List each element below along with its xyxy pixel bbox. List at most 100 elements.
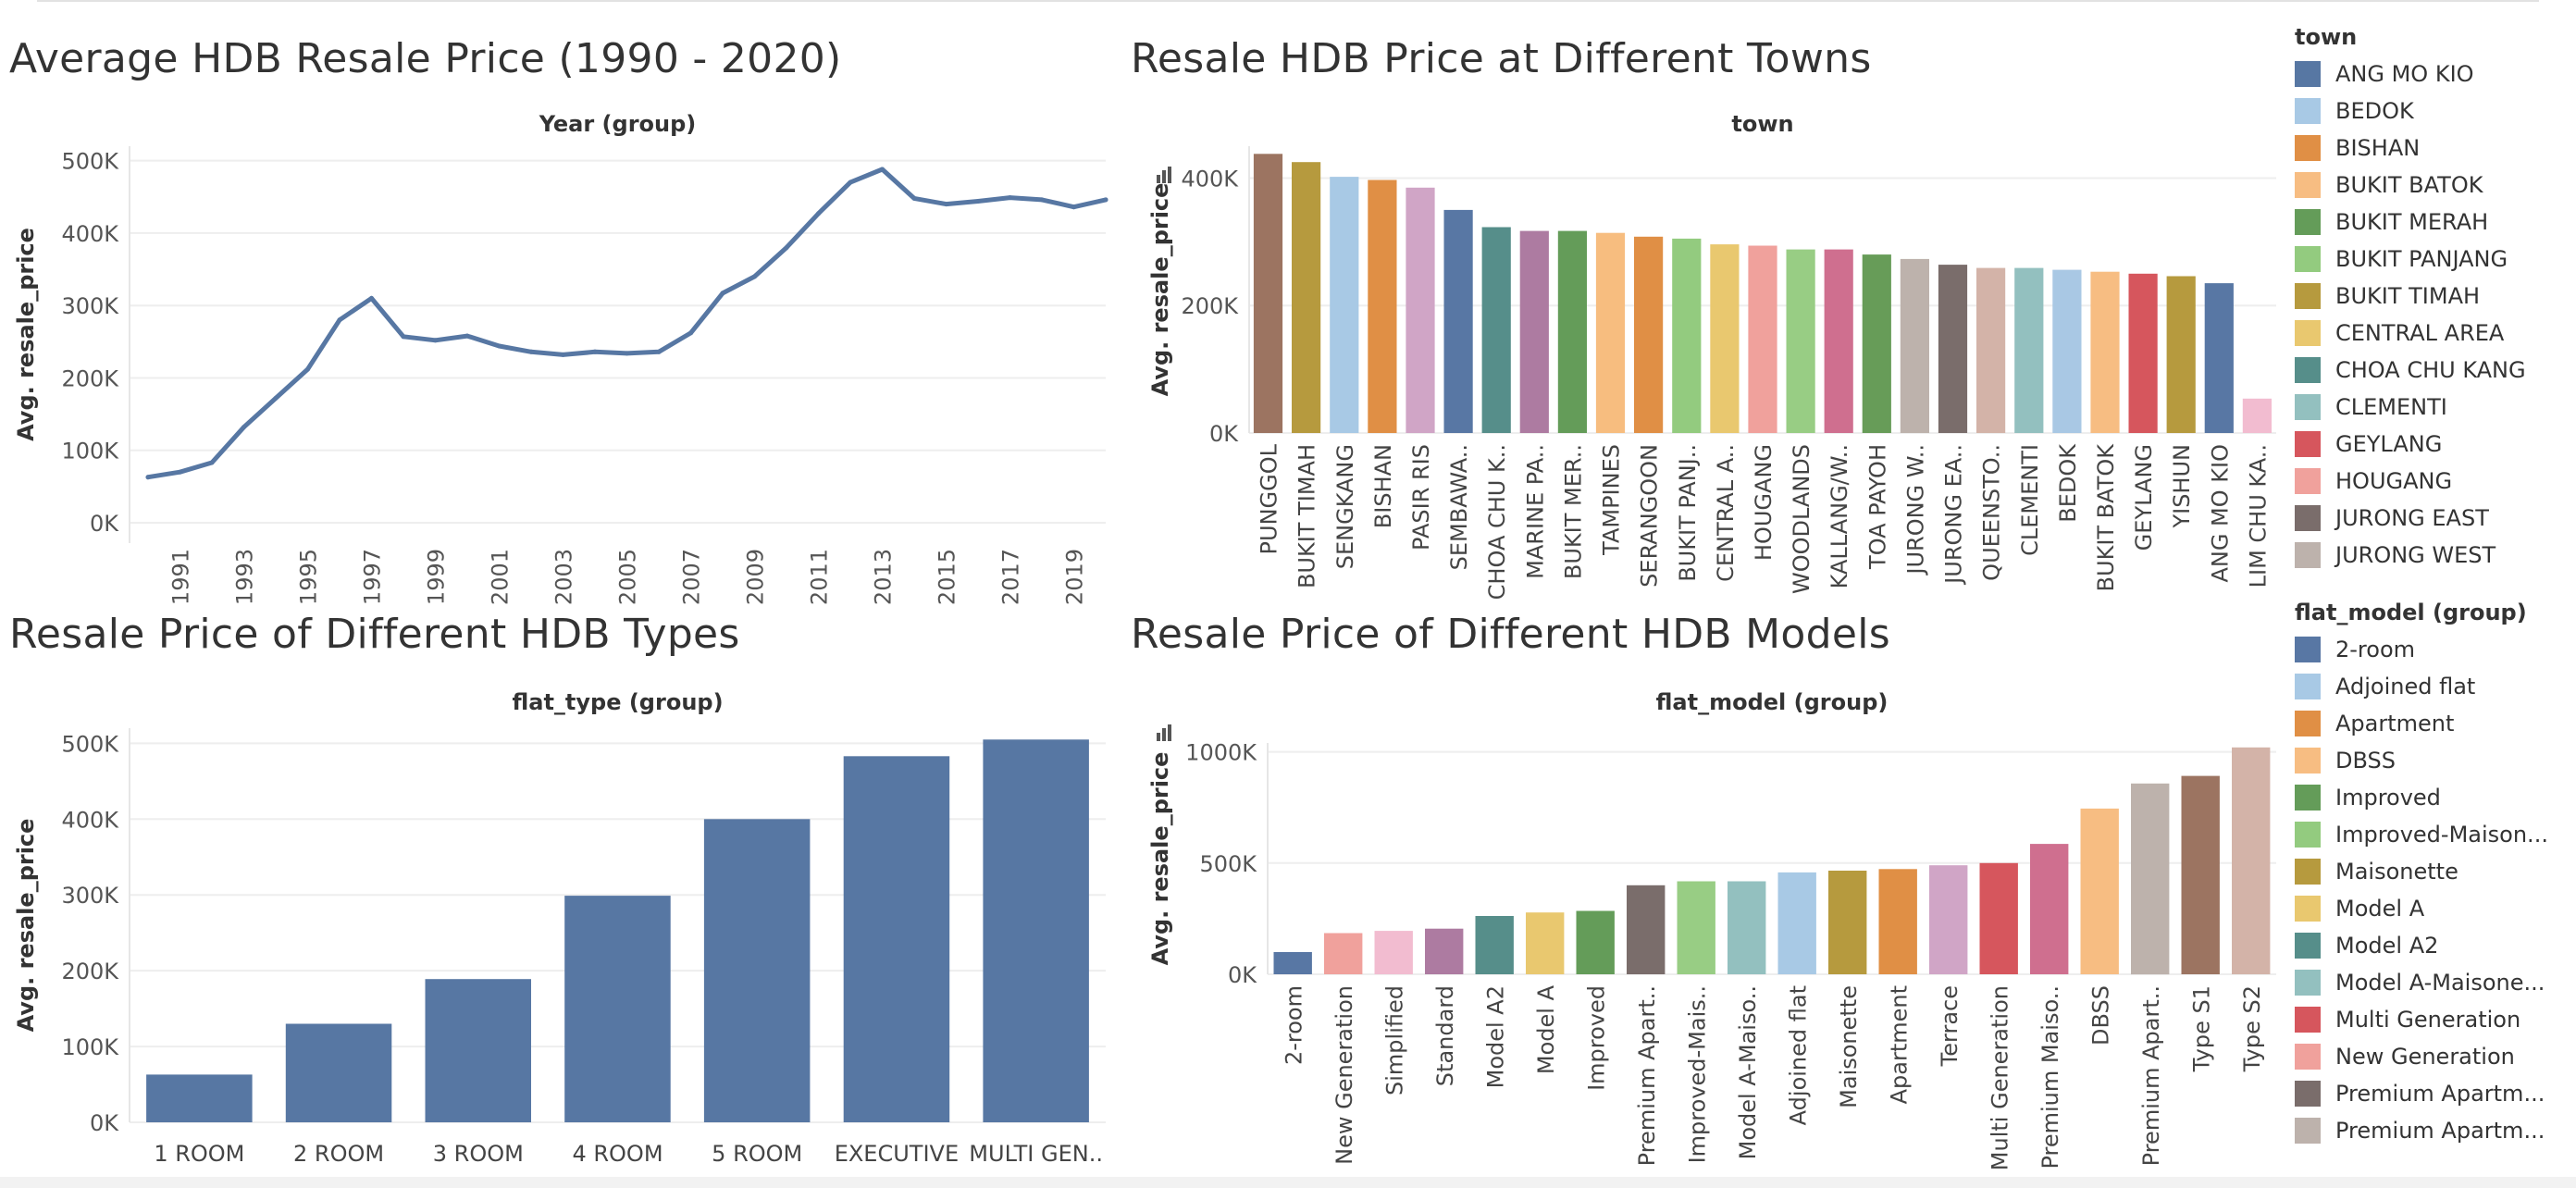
x-category-label: 5 ROOM [712, 1141, 802, 1167]
line-point [848, 179, 853, 185]
line-point [784, 245, 789, 251]
line-point [464, 333, 470, 339]
bar [1273, 952, 1312, 974]
legend-label: Premium Apartm... [2335, 1081, 2545, 1107]
legend-item[interactable]: BUKIT TIMAH [2295, 278, 2572, 315]
x-category-label: Apartment [1886, 985, 1912, 1104]
x-category-label: ANG MO KIO [2207, 444, 2233, 583]
legend-list: ANG MO KIO BEDOK BISHAN BUKIT BATOK BUKIT ME… [2295, 56, 2572, 574]
legend-item[interactable]: GEYLANG [2295, 426, 2572, 463]
legend-item[interactable]: BUKIT BATOK [2295, 167, 2572, 204]
line-point [625, 351, 629, 356]
x-category-label: BUKIT BATOK [2093, 443, 2119, 592]
legend-title: town [2295, 24, 2358, 50]
bar [146, 1074, 253, 1122]
legend-swatch [2295, 859, 2321, 885]
line-chart-title: Average HDB Resale Price (1990 - 2020) [9, 35, 842, 82]
bar [2052, 269, 2082, 433]
sort-icon[interactable] [1157, 167, 1171, 183]
bar [1406, 187, 1435, 434]
y-tick-label: 400K [61, 807, 119, 833]
line-point [975, 199, 981, 204]
flat-model-legend[interactable]: flat_model (group) 2-room Adjoined flat Ap… [2295, 600, 2572, 1149]
legend-item[interactable]: CENTRAL AREA [2295, 315, 2572, 352]
legend-item[interactable]: Apartment [2295, 705, 2572, 742]
x-category-label: BISHAN [1370, 444, 1396, 528]
legend-item[interactable]: Premium Apartm... [2295, 1112, 2572, 1149]
legend-item[interactable]: CLEMENTI [2295, 389, 2572, 426]
legend-item[interactable]: DBSS [2295, 742, 2572, 779]
line-point [688, 330, 693, 336]
line-point [209, 460, 215, 465]
legend-item[interactable]: BISHAN [2295, 130, 2572, 167]
y-tick-label: 200K [61, 365, 119, 391]
bar [285, 1023, 392, 1122]
x-tick-label: 2017 [998, 549, 1024, 605]
legend-item[interactable]: Model A [2295, 890, 2572, 927]
y-tick-label: 0K [1228, 962, 1257, 988]
x-category-label: BUKIT PANJ.. [1675, 444, 1701, 582]
line-point [273, 395, 279, 401]
x-tick-label: 1999 [424, 549, 450, 605]
legend-item[interactable]: Improved [2295, 779, 2572, 816]
legend-swatch [2295, 320, 2321, 346]
legend-label: BUKIT BATOK [2335, 172, 2483, 198]
line-point [369, 295, 374, 301]
legend-item[interactable]: Maisonette [2295, 853, 2572, 890]
x-category-label: PASIR RIS [1408, 444, 1434, 551]
bar [1634, 236, 1664, 433]
sort-icon-bar [1168, 724, 1171, 741]
line-point [561, 352, 565, 357]
y-tick-label: 0K [90, 511, 119, 537]
legend-label: GEYLANG [2335, 431, 2443, 457]
bar [703, 819, 811, 1122]
legend-item[interactable]: BUKIT MERAH [2295, 204, 2572, 241]
legend-label: CENTRAL AREA [2335, 320, 2505, 346]
line-point [401, 334, 406, 340]
sort-icon[interactable] [1157, 724, 1171, 741]
legend-item[interactable]: Model A-Maisone... [2295, 964, 2572, 1001]
line-point [911, 195, 917, 201]
legend-item[interactable]: HOUGANG [2295, 463, 2572, 500]
legend-label: Maisonette [2335, 859, 2458, 885]
line-point [305, 366, 310, 372]
line-point [720, 291, 725, 296]
legend-item[interactable]: Improved-Maison... [2295, 816, 2572, 853]
legend-item[interactable]: JURONG WEST [2295, 537, 2572, 574]
legend-swatch [2295, 637, 2321, 662]
x-category-label: MULTI GEN.. [969, 1141, 1103, 1167]
x-category-label: Premium Apart.. [1634, 985, 1660, 1166]
legend-item[interactable]: Adjoined flat [2295, 668, 2572, 705]
x-category-label: Model A-Maiso.. [1735, 985, 1761, 1159]
legend-item[interactable]: Model A2 [2295, 927, 2572, 964]
legend-swatch [2295, 98, 2321, 124]
line-point [752, 274, 757, 279]
x-category-label: Type S1 [2188, 985, 2214, 1072]
bar [2090, 271, 2120, 433]
bar [1557, 230, 1587, 433]
chart-header: Year (group) [539, 111, 697, 137]
legend-item[interactable]: Multi Generation [2295, 1001, 2572, 1038]
legend-item[interactable]: Premium Apartm... [2295, 1075, 2572, 1112]
legend-item[interactable]: JURONG EAST [2295, 500, 2572, 537]
bar [2232, 747, 2271, 974]
legend-item[interactable]: BUKIT PANJANG [2295, 241, 2572, 278]
legend-item[interactable]: CHOA CHU KANG [2295, 352, 2572, 389]
x-category-label: Improved [1583, 985, 1609, 1091]
y-tick-label: 400K [61, 221, 119, 247]
legend-label: Apartment [2335, 711, 2455, 736]
x-category-label: Terrace [1937, 985, 1963, 1067]
legend-item[interactable]: 2-room [2295, 631, 2572, 668]
line-point [1008, 195, 1012, 201]
x-category-label: Standard [1432, 985, 1458, 1086]
legend-item[interactable]: ANG MO KIO [2295, 56, 2572, 93]
town-bar-chart: town Avg. resale_price 0K 200K 400K PUNGGOL BU… [1147, 111, 2276, 600]
bar [1710, 244, 1740, 433]
line-point [1039, 197, 1045, 203]
legend-item[interactable]: New Generation [2295, 1038, 2572, 1075]
legend-item[interactable]: BEDOK [2295, 93, 2572, 130]
legend-label: Improved-Maison... [2335, 822, 2548, 848]
town-legend[interactable]: town ANG MO KIO BEDOK BISHAN BUKIT BATOK BUK… [2295, 24, 2572, 574]
x-category-label: WOODLANDS [1789, 444, 1814, 594]
y-tick-label: 100K [61, 1034, 119, 1060]
